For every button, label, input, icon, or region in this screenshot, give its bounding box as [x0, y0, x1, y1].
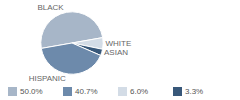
html-text:50.0%: 50.0% — [20, 87, 43, 96]
svg-text:WHITE: WHITE — [105, 39, 131, 48]
svg-text:ASIAN: ASIAN — [104, 48, 128, 57]
html-text:6.0%: 6.0% — [130, 87, 149, 96]
svg-text:HISPANIC: HISPANIC — [29, 74, 66, 83]
svg-text:BLACK: BLACK — [37, 3, 64, 12]
html-text:40.7%: 40.7% — [75, 87, 98, 96]
html-text:3.3%: 3.3% — [185, 87, 204, 96]
